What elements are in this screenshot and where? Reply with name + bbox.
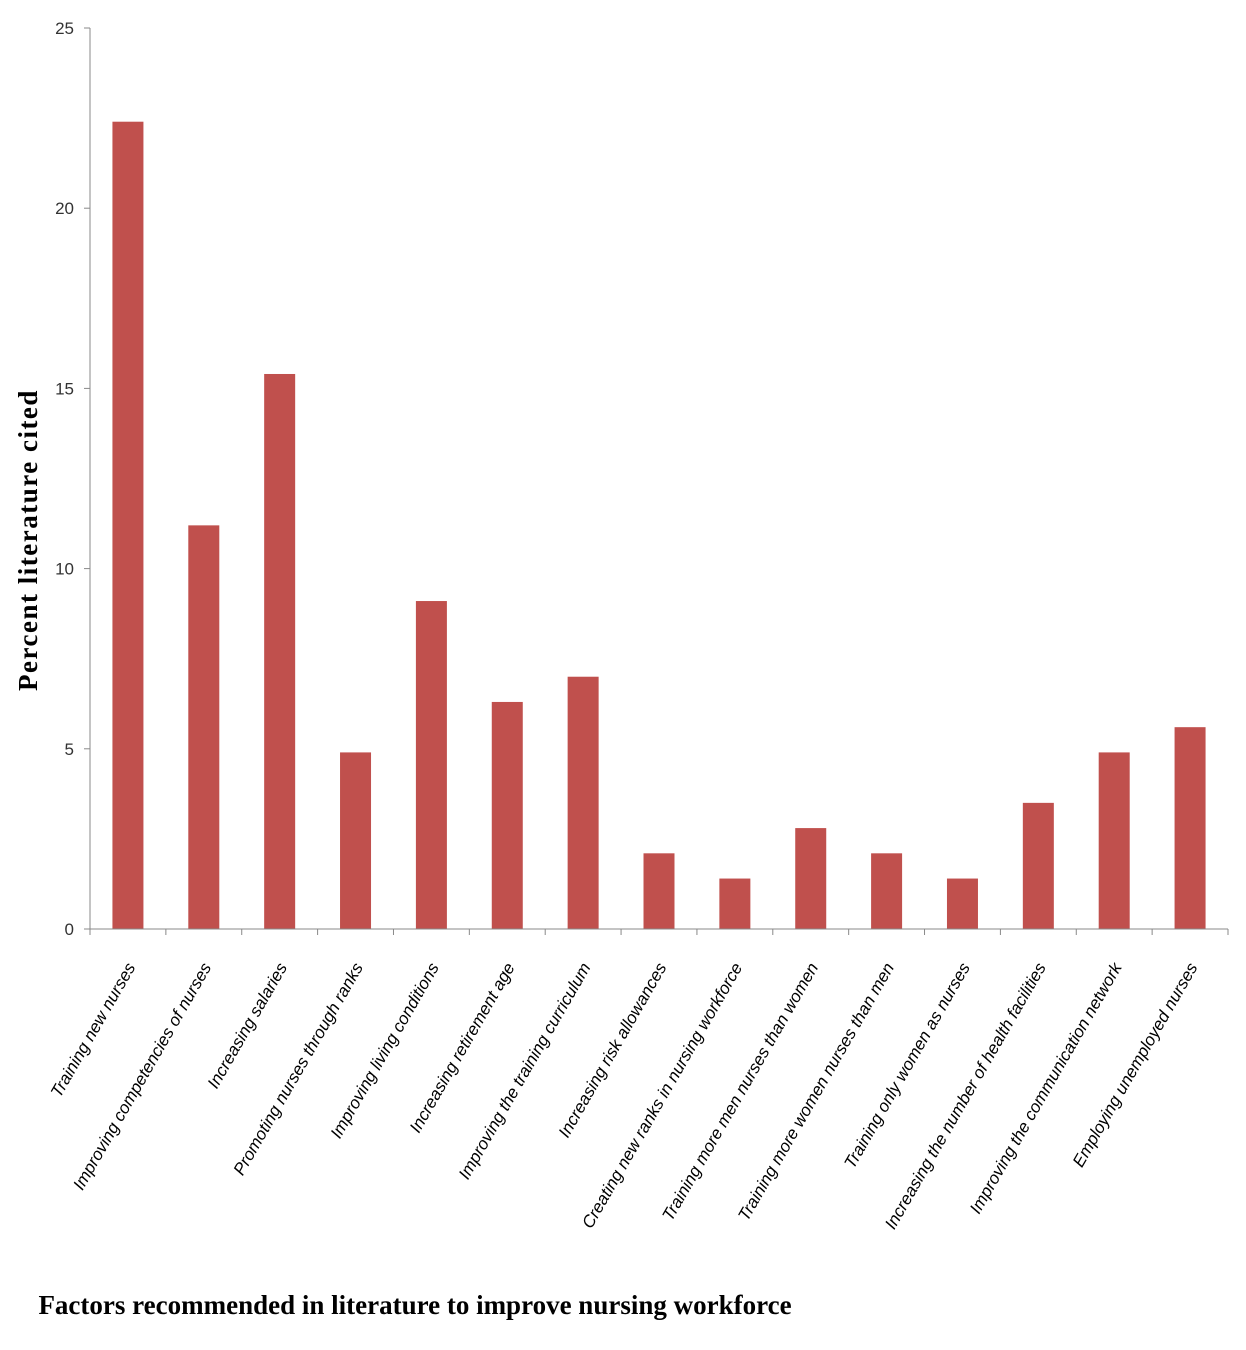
- bar: [871, 853, 903, 929]
- y-tick-label: 20: [55, 199, 74, 218]
- y-tick-label: 25: [55, 19, 74, 38]
- bar: [946, 878, 978, 929]
- category-label: Increasing the number of health faciliti…: [881, 959, 1050, 1232]
- y-axis-ticks: 0 5 10 15 20 25: [55, 19, 90, 939]
- bar: [1174, 727, 1206, 929]
- axes: [89, 28, 1229, 935]
- category-label: Improving the communication network: [966, 958, 1126, 1217]
- y-tick-label: 0: [65, 920, 74, 939]
- category-label: Training more women nurses than men: [734, 960, 898, 1225]
- bar: [1098, 752, 1130, 929]
- category-label: Improving competencies of nurses: [69, 959, 215, 1193]
- category-label: Training only women as nurses: [840, 959, 974, 1172]
- bar: [188, 525, 220, 929]
- x-axis-title: Factors recommended in literature to imp…: [38, 1290, 791, 1320]
- bar: [1022, 802, 1054, 929]
- category-label: Improving the training curriculum: [455, 960, 595, 1183]
- y-axis-title: Percent literature cited: [13, 389, 43, 691]
- y-tick-label: 15: [55, 379, 74, 398]
- bar: [643, 853, 675, 929]
- bar: [795, 828, 827, 929]
- bar: [491, 701, 523, 929]
- bar: [112, 121, 144, 930]
- category-label: Promoting nurses through ranks: [230, 959, 368, 1178]
- category-label: Creating new ranks in nursing workforce: [578, 960, 746, 1232]
- bar: [340, 752, 372, 929]
- bar: [567, 676, 599, 929]
- category-label: Increasing salaries: [204, 959, 292, 1092]
- bar: [264, 373, 296, 929]
- category-label: Training new nurses: [47, 959, 140, 1100]
- bar: [415, 601, 447, 929]
- bar: [719, 878, 751, 929]
- bars: [112, 121, 1206, 930]
- y-tick-label: 10: [55, 560, 74, 579]
- y-tick-label: 5: [65, 740, 74, 759]
- category-label: Employing unemployed nurses: [1069, 959, 1202, 1170]
- category-label: Training more men nurses than women: [658, 960, 822, 1225]
